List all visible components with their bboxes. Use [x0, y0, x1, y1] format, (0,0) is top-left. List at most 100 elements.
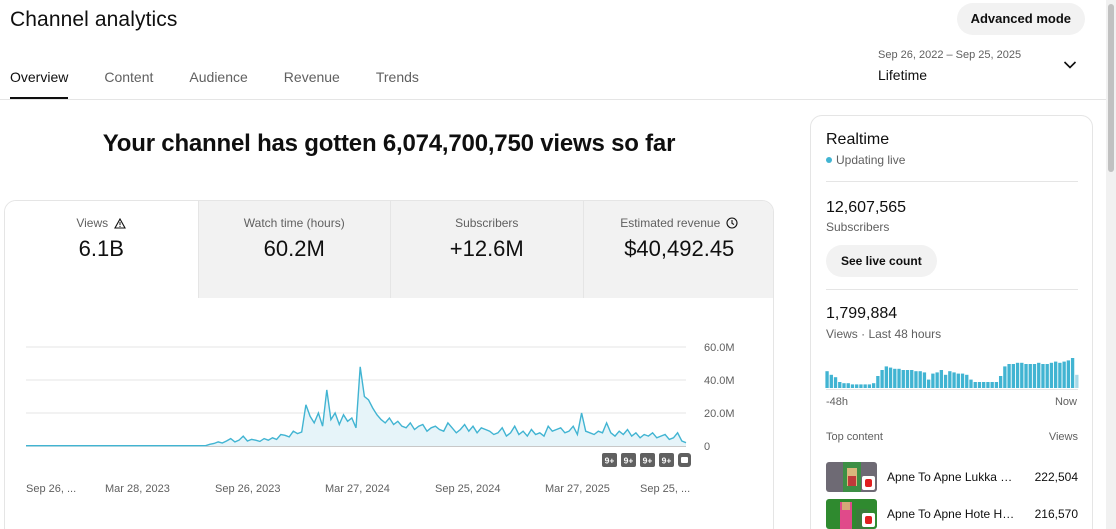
shorts-icon — [862, 513, 875, 527]
y-tick-label: 40.0M — [704, 375, 735, 387]
realtime-bar — [901, 370, 905, 388]
tab-audience[interactable]: Audience — [189, 69, 248, 85]
metric-tabs: Views 6.1B Watch time (hours) 60.2M Subs… — [5, 201, 774, 298]
x-tick-label: Sep 25, ... — [640, 483, 690, 495]
realtime-bar — [829, 374, 833, 388]
date-preset-text: Lifetime — [878, 67, 928, 83]
realtime-bar — [956, 373, 960, 388]
video-views: 216,570 — [1034, 507, 1078, 521]
page-title: Channel analytics — [10, 8, 178, 31]
scrollbar-thumb[interactable] — [1108, 4, 1114, 172]
tab-revenue[interactable]: Revenue — [283, 69, 340, 85]
metric-views[interactable]: Views 6.1B — [5, 201, 198, 298]
annotation-badge[interactable]: 9+ — [621, 453, 636, 467]
video-thumbnail — [826, 462, 877, 492]
advanced-mode-button[interactable]: Advanced mode — [956, 3, 1085, 35]
realtime-bar — [842, 383, 846, 388]
x-tick-label: Mar 27, 2024 — [325, 483, 390, 495]
list-item[interactable]: Apne To Apne Hote Ha... 216,570 — [826, 499, 1078, 529]
realtime-bar — [838, 382, 842, 388]
realtime-bar — [1062, 361, 1066, 388]
svg-text:9+: 9+ — [643, 456, 653, 466]
x-tick-label: Sep 26, 2023 — [215, 483, 280, 495]
realtime-bar — [893, 368, 897, 388]
realtime-bar — [825, 371, 829, 388]
realtime-bar — [943, 374, 948, 388]
chevron-down-icon — [1063, 61, 1077, 69]
realtime-bar — [871, 383, 876, 388]
realtime-bar — [833, 377, 838, 388]
date-range-text: Sep 26, 2022 – Sep 25, 2025 — [878, 49, 1022, 61]
realtime-bar — [850, 384, 855, 388]
svg-text:9+: 9+ — [662, 456, 672, 466]
x-tick-label: Mar 28, 2023 — [105, 483, 170, 495]
realtime-bar — [855, 384, 859, 388]
upload-marker-icon[interactable] — [678, 453, 691, 467]
realtime-bar — [952, 372, 956, 388]
annotation-badge[interactable]: 9+ — [602, 453, 617, 467]
realtime-bar — [888, 367, 893, 388]
x-tick-label: Sep 26, ... — [26, 483, 76, 495]
realtime-bar — [1032, 364, 1037, 388]
realtime-bar — [998, 376, 1003, 388]
tab-content[interactable]: Content — [104, 69, 154, 85]
realtime-bar — [1024, 364, 1028, 388]
realtime-bar — [863, 384, 867, 388]
realtime-bar — [876, 376, 880, 388]
realtime-bar — [1075, 374, 1079, 388]
see-live-count-button[interactable]: See live count — [826, 245, 937, 277]
views-headline: Your channel has gotten 6,074,700,750 vi… — [102, 130, 676, 157]
realtime-bar — [1070, 358, 1075, 388]
realtime-bar — [969, 379, 973, 388]
video-thumbnail — [826, 499, 877, 529]
warning-icon — [114, 218, 127, 229]
realtime-bar — [1028, 364, 1032, 388]
shorts-icon — [862, 476, 875, 490]
metric-watch-time[interactable]: Watch time (hours) 60.2M — [197, 201, 390, 298]
axis-start-label: -48h — [826, 396, 849, 408]
realtime-bar — [990, 382, 994, 388]
realtime-bar — [1011, 364, 1015, 388]
realtime-bar-chart — [825, 358, 1079, 388]
scrollbar[interactable] — [1106, 0, 1116, 529]
realtime-bar — [939, 370, 944, 388]
divider — [826, 389, 1078, 390]
realtime-bar — [948, 371, 952, 388]
realtime-bar — [1045, 364, 1049, 388]
realtime-bar — [935, 372, 939, 388]
realtime-bar — [982, 382, 986, 388]
axis-end-label: Now — [1054, 396, 1077, 408]
realtime-bar — [1058, 362, 1062, 388]
realtime-bar — [931, 373, 935, 388]
list-item[interactable]: Apne To Apne Lukka D... 222,504 — [826, 462, 1078, 492]
realtime-bar — [859, 384, 863, 388]
realtime-bar — [922, 372, 927, 388]
realtime-bar — [914, 371, 918, 388]
realtime-bar — [960, 373, 965, 388]
subscribers-label: Subscribers — [826, 220, 890, 234]
tab-overview[interactable]: Overview — [10, 58, 69, 99]
metrics-card: Views 6.1B Watch time (hours) 60.2M Subs… — [4, 200, 774, 529]
video-views: 222,504 — [1034, 470, 1078, 484]
annotation-badge[interactable]: 9+ — [659, 453, 674, 467]
live-dot-icon — [826, 157, 832, 163]
metric-label: Estimated revenue — [584, 216, 774, 230]
metric-estimated-revenue[interactable]: Estimated revenue $40,492.45 — [582, 201, 774, 298]
svg-text:9+: 9+ — [605, 456, 615, 466]
realtime-bar — [973, 382, 977, 388]
tab-trends[interactable]: Trends — [375, 69, 419, 85]
realtime-bar — [846, 383, 850, 388]
realtime-bar — [994, 382, 999, 388]
svg-text:9+: 9+ — [624, 456, 634, 466]
top-content-header: Top content Views — [826, 431, 1078, 443]
subscribers-count: 12,607,565 — [826, 199, 907, 216]
realtime-bar — [867, 384, 872, 388]
video-title: Apne To Apne Hote Ha... — [887, 507, 1015, 521]
realtime-bar — [918, 371, 922, 388]
annotation-badge[interactable]: 9+ — [640, 453, 655, 467]
realtime-bar — [897, 368, 901, 388]
date-range-picker[interactable]: Sep 26, 2022 – Sep 25, 2025 Lifetime — [872, 40, 1087, 90]
series-area — [26, 366, 686, 446]
metric-subscribers[interactable]: Subscribers +12.6M — [390, 201, 583, 298]
metric-label: Subscribers — [455, 216, 519, 230]
